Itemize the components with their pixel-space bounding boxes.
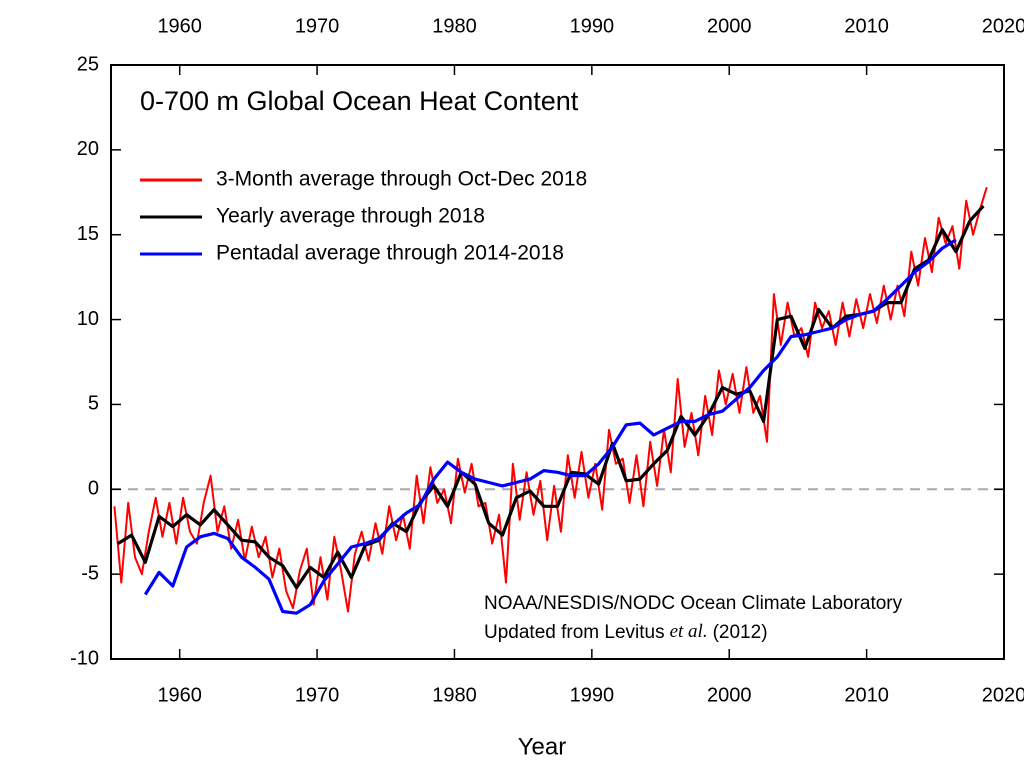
legend-label: Pentadal average through 2014-2018 [216,242,564,265]
x-tick-label: 1960 [157,684,202,706]
y-tick-label: 20 [77,138,99,160]
x-tick-label-top: 2000 [707,15,752,37]
y-tick-label: -5 [81,562,99,584]
annotation: NOAA/NESDIS/NODC Ocean Climate Laborator… [484,593,903,614]
y-tick-label: 10 [77,308,99,330]
y-tick-label: 15 [77,223,99,245]
x-tick-label: 1980 [432,684,477,706]
legend-label: 3-Month average through Oct-Dec 2018 [216,168,587,191]
plot-frame [110,64,1005,660]
series-line [113,186,988,613]
x-tick-label: 2010 [844,684,889,706]
x-tick-label: 2000 [707,684,752,706]
y-tick-label: 25 [77,53,99,75]
y-tick-label: -10 [70,647,99,669]
x-tick-label: 2020 [982,684,1024,706]
y-tick-label: 5 [88,393,99,415]
x-tick-label-top: 1970 [295,15,340,37]
x-tick-label-top: 2020 [982,15,1024,37]
x-tick-label-top: 1980 [432,15,477,37]
x-tick-label-top: 2010 [844,15,889,37]
series-line [143,238,957,615]
y-tick-label: 0 [88,478,99,500]
credit: Updated from Levitus et al. (2012) [484,621,768,643]
x-tick-label: 1970 [295,684,340,706]
credit-italic: et al. [670,621,708,642]
x-tick-label-top: 1990 [570,15,615,37]
chart-title: 0-700 m Global Ocean Heat Content [140,86,579,116]
legend-label: Yearly average through 2018 [216,205,485,228]
x-axis-label: Year [518,733,567,760]
x-tick-label-top: 1960 [157,15,202,37]
credit-year: (2012) [713,622,768,643]
x-tick-label: 1990 [570,684,615,706]
credit-text: Updated from Levitus [484,622,665,643]
